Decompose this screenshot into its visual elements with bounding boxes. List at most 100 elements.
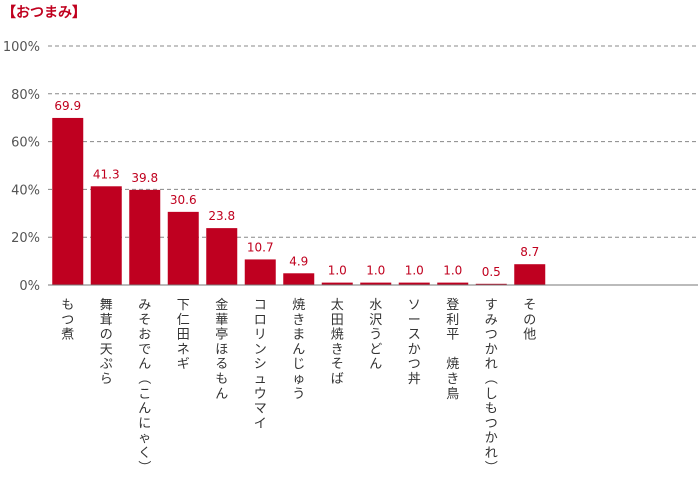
svg-text:舞: 舞 — [100, 298, 113, 313]
y-axis-tick-labels: 0% 20% 40% 60% 80% 100% — [3, 40, 40, 294]
svg-text:ら: ら — [100, 372, 113, 387]
svg-text:る: る — [215, 357, 228, 372]
svg-text:ゅ: ゅ — [292, 372, 305, 387]
x-axis-category-labels: もつ煮舞茸の天ぷらみそおでん（こんにゃく）下仁田ネギ金華亭ほるもんコロリンシュウ… — [61, 297, 536, 473]
svg-text:イ: イ — [254, 416, 267, 431]
data-label: 1.0 — [328, 264, 347, 278]
svg-text:み: み — [485, 313, 498, 328]
svg-text:う: う — [292, 387, 305, 402]
svg-text:田: 田 — [177, 328, 190, 343]
svg-text:き: き — [331, 342, 344, 357]
svg-text:）: ） — [136, 460, 151, 473]
data-label: 1.0 — [366, 264, 385, 278]
y-tick-label: 20% — [11, 231, 40, 246]
svg-text:水: 水 — [369, 298, 382, 313]
svg-text:こ: こ — [138, 387, 151, 402]
svg-text:ギ: ギ — [177, 357, 190, 372]
svg-text:コ: コ — [254, 298, 267, 313]
data-label: 1.0 — [443, 264, 462, 278]
svg-text:つ: つ — [485, 416, 498, 431]
svg-text:つ: つ — [408, 357, 421, 372]
svg-text:焼: 焼 — [292, 298, 305, 313]
svg-text:シ: シ — [254, 357, 267, 372]
svg-text:利: 利 — [446, 313, 459, 328]
svg-text:金: 金 — [215, 297, 228, 313]
data-label: 39.8 — [131, 171, 158, 185]
svg-text:ゃ: ゃ — [138, 431, 151, 446]
svg-text:し: し — [485, 387, 498, 402]
svg-text:か: か — [485, 342, 498, 357]
svg-text:沢: 沢 — [369, 313, 382, 328]
svg-text:も: も — [215, 372, 228, 387]
bar — [206, 228, 238, 285]
svg-text:太: 太 — [331, 298, 344, 313]
svg-text:に: に — [138, 416, 151, 431]
svg-text:か: か — [485, 431, 498, 446]
svg-text:じ: じ — [292, 357, 305, 372]
svg-text:平: 平 — [446, 328, 459, 343]
svg-text:煮: 煮 — [61, 328, 74, 343]
svg-text:そ: そ — [138, 313, 151, 328]
bars — [52, 117, 546, 286]
svg-text:ど: ど — [369, 342, 382, 357]
svg-text:ロ: ロ — [254, 313, 267, 328]
svg-text:つ: つ — [61, 313, 74, 328]
data-label: 10.7 — [247, 240, 274, 254]
svg-text:お: お — [138, 328, 151, 343]
chart-title: 【おつまみ】 — [2, 5, 86, 21]
svg-text:の: の — [523, 313, 536, 328]
svg-text:く: く — [138, 446, 151, 461]
bar — [167, 211, 199, 285]
svg-text:き: き — [446, 372, 459, 387]
svg-text:ん: ん — [138, 402, 151, 417]
data-label: 4.9 — [289, 254, 308, 268]
svg-text:ス: ス — [408, 328, 421, 343]
svg-text:ば: ば — [331, 372, 344, 387]
bar — [321, 282, 353, 285]
svg-text:で: で — [138, 342, 151, 357]
svg-text:ネ: ネ — [177, 342, 190, 357]
svg-text:つ: つ — [485, 328, 498, 343]
y-tick-label: 60% — [11, 136, 40, 151]
data-label: 0.5 — [482, 265, 501, 279]
bar — [514, 264, 546, 285]
svg-text:亭: 亭 — [215, 327, 228, 343]
data-label: 8.7 — [520, 245, 539, 259]
svg-text:（: （ — [136, 371, 151, 384]
svg-text:（: （ — [482, 371, 497, 384]
svg-text:田: 田 — [331, 313, 344, 328]
y-tick-label: 40% — [11, 183, 40, 198]
svg-text:）: ） — [482, 460, 497, 473]
svg-text:華: 華 — [215, 313, 228, 328]
svg-text:鳥: 鳥 — [446, 387, 459, 402]
svg-text:そ: そ — [331, 357, 344, 372]
data-label: 69.9 — [54, 99, 81, 113]
data-label: 30.6 — [170, 193, 197, 207]
svg-text:ま: ま — [292, 328, 305, 343]
bar — [437, 282, 469, 285]
svg-text:丼: 丼 — [408, 372, 421, 387]
svg-text:焼: 焼 — [446, 357, 459, 372]
svg-text:ん: ん — [369, 357, 382, 372]
y-tick-label: 0% — [19, 279, 40, 294]
svg-text:す: す — [485, 298, 498, 313]
bar — [360, 282, 392, 285]
data-labels: 69.9 41.3 39.8 30.6 23.8 10.7 4.9 1.0 1.0 1.0 1.0 0… — [54, 99, 539, 279]
svg-text:き: き — [292, 313, 305, 328]
bar — [52, 117, 84, 286]
svg-text:う: う — [369, 328, 382, 343]
category-label: もつ煮 — [61, 298, 74, 343]
svg-text:れ: れ — [485, 446, 498, 461]
bar — [398, 282, 430, 285]
svg-text:マ: マ — [254, 402, 267, 417]
svg-text:ん: ん — [215, 387, 228, 402]
bar — [90, 186, 122, 285]
svg-text:も: も — [485, 402, 498, 417]
svg-text:み: み — [138, 298, 151, 313]
